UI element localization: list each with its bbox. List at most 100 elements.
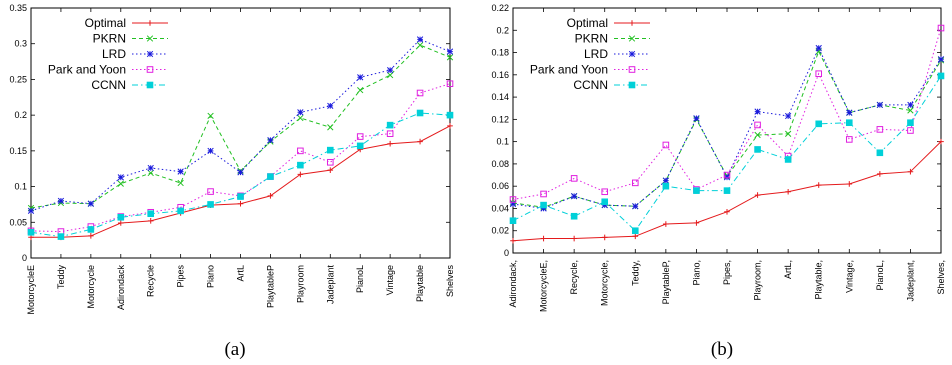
data-point [845,136,853,143]
series-line [512,46,942,210]
data-point [601,201,608,209]
data-point [356,142,364,150]
data-point [417,138,423,145]
x-tick-label: Playtable, [814,260,824,300]
data-point [540,235,547,242]
data-point [327,124,334,131]
x-tick-label: PianoL, [875,260,885,291]
x-tick-label: Piano, [691,260,701,286]
data-point [601,188,609,196]
data-point [207,147,214,155]
data-point [754,131,761,139]
data-point [724,208,730,215]
x-tick-label: Shelves [445,265,455,298]
data-point [815,70,823,78]
series-ccnn [509,72,945,235]
data-point [540,201,547,209]
data-point [785,188,791,195]
data-point [237,200,244,207]
x-tick-label: Vintage, [844,260,854,293]
data-point [57,197,65,205]
legend-label: CCNN [573,78,608,92]
data-point [177,207,184,215]
data-point [147,164,154,172]
legend-marker [628,81,636,89]
legend-label: PKRN [93,32,126,46]
data-point [326,158,334,166]
y-tick-label: 0.12 [491,114,509,124]
x-tick-label: Piano [206,265,216,288]
x-tick-label: Jadeplant, [905,260,915,302]
x-tick-label: Jadeplant [325,265,335,305]
data-point [540,205,547,212]
legend-label: PKRN [575,32,608,46]
data-point [327,167,334,173]
y-tick-label: 0.1 [14,182,27,192]
data-point [27,207,35,215]
legend-marker [146,35,154,42]
data-point [117,180,124,187]
data-point [267,136,274,144]
data-point [267,193,274,199]
data-point [571,235,577,242]
data-point [876,126,884,133]
data-point [297,114,304,122]
data-point [416,109,424,117]
data-point [207,201,214,208]
legend-marker [628,66,636,73]
legend-label: Park and Yoon [48,63,126,77]
series-line [30,112,451,238]
legend-marker [146,66,154,73]
data-point [509,196,517,203]
data-point [207,188,214,195]
data-point [386,66,394,74]
x-tick-label: Playroom, [753,260,763,301]
data-point [297,161,304,169]
data-point [117,174,124,181]
data-point [446,48,454,55]
data-point [237,193,244,200]
x-tick-label: PianoL [355,265,365,293]
x-tick-label: Recycle [146,265,156,297]
data-point [147,169,154,177]
data-point [662,177,670,184]
legend-label: Park and Yoon [530,63,608,77]
legend-marker [629,20,635,26]
data-point [386,71,394,79]
data-point [207,112,214,120]
legend-label: Optimal [85,16,126,30]
data-point [57,233,65,240]
data-point [937,56,945,63]
series-park-and-yoon [509,24,945,203]
data-point [509,200,517,208]
x-tick-label: Adirondack, [508,260,518,308]
y-tick-label: 0.15 [9,146,27,156]
series-line [512,27,942,200]
data-point [877,171,883,177]
series-line [31,125,451,238]
data-point [147,218,154,224]
data-point [177,168,184,175]
legend-label: LRD [584,47,608,61]
data-point [540,190,547,198]
data-point [754,108,761,115]
data-point [27,228,35,236]
y-tick-label: 0.25 [9,74,27,84]
data-point [937,24,945,32]
x-tick-label: ArtL, [783,260,793,279]
data-point [117,220,124,226]
data-point [177,179,184,187]
data-point [570,212,578,220]
x-tick-label: PlaytableP [265,265,275,308]
data-point [754,121,761,129]
x-tick-label: PlaytableP, [661,260,671,304]
data-point [907,101,914,109]
data-point [357,74,364,81]
y-tick-label: 0.3 [14,39,27,49]
y-tick-label: 0.16 [491,70,509,80]
data-point [327,102,334,110]
data-point [297,171,304,178]
data-point [446,80,454,88]
